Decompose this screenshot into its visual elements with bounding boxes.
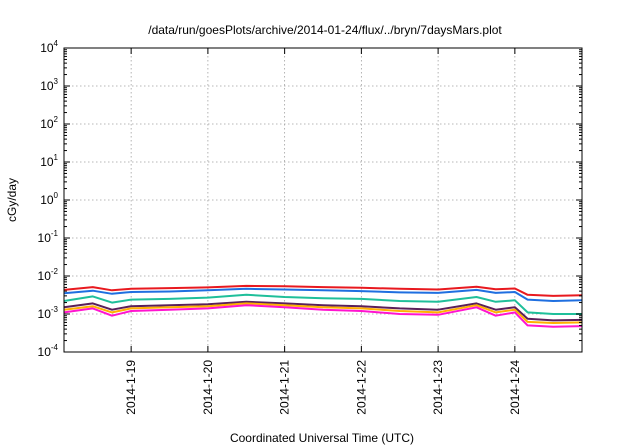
series-line-6: [63, 304, 583, 328]
x-tick-label: 2014-1-20: [201, 360, 215, 415]
y-tick-label: 101: [40, 153, 58, 169]
series-line-3: [63, 293, 582, 315]
y-tick-label: 10-2: [38, 267, 59, 283]
x-tick-label: 2014-1-23: [431, 360, 445, 415]
series-line-2: [63, 287, 583, 302]
x-tick-label: 2014-1-21: [278, 360, 292, 415]
y-tick-label: 104: [40, 39, 58, 55]
y-tick-label: 10-3: [38, 305, 59, 321]
x-tick-label: 2014-1-19: [124, 360, 138, 415]
y-tick-label: 10-1: [38, 229, 59, 245]
series-lines: [63, 284, 583, 328]
y-axis-label: cGy/day: [5, 178, 19, 222]
chart-title: /data/run/goesPlots/archive/2014-01-24/f…: [148, 23, 502, 37]
series-line-1: [63, 284, 583, 297]
y-tick-label: 103: [40, 77, 58, 93]
y-tick-label: 10-4: [38, 343, 59, 359]
series-line-4: [63, 300, 583, 322]
x-tick-label: 2014-1-22: [354, 360, 368, 415]
x-axis-label: Coordinated Universal Time (UTC): [230, 431, 414, 445]
y-axis: 10-4 10-3 10-2 10-1 100 101 102 103 104: [38, 39, 582, 359]
series-line-5: [63, 302, 583, 324]
y-tick-label: 102: [40, 115, 58, 131]
y-tick-label: 100: [40, 191, 58, 207]
x-axis: 2014-1-19 2014-1-20 2014-1-21 2014-1-22 2014…: [124, 48, 522, 415]
x-tick-label: 2014-1-24: [508, 360, 522, 415]
